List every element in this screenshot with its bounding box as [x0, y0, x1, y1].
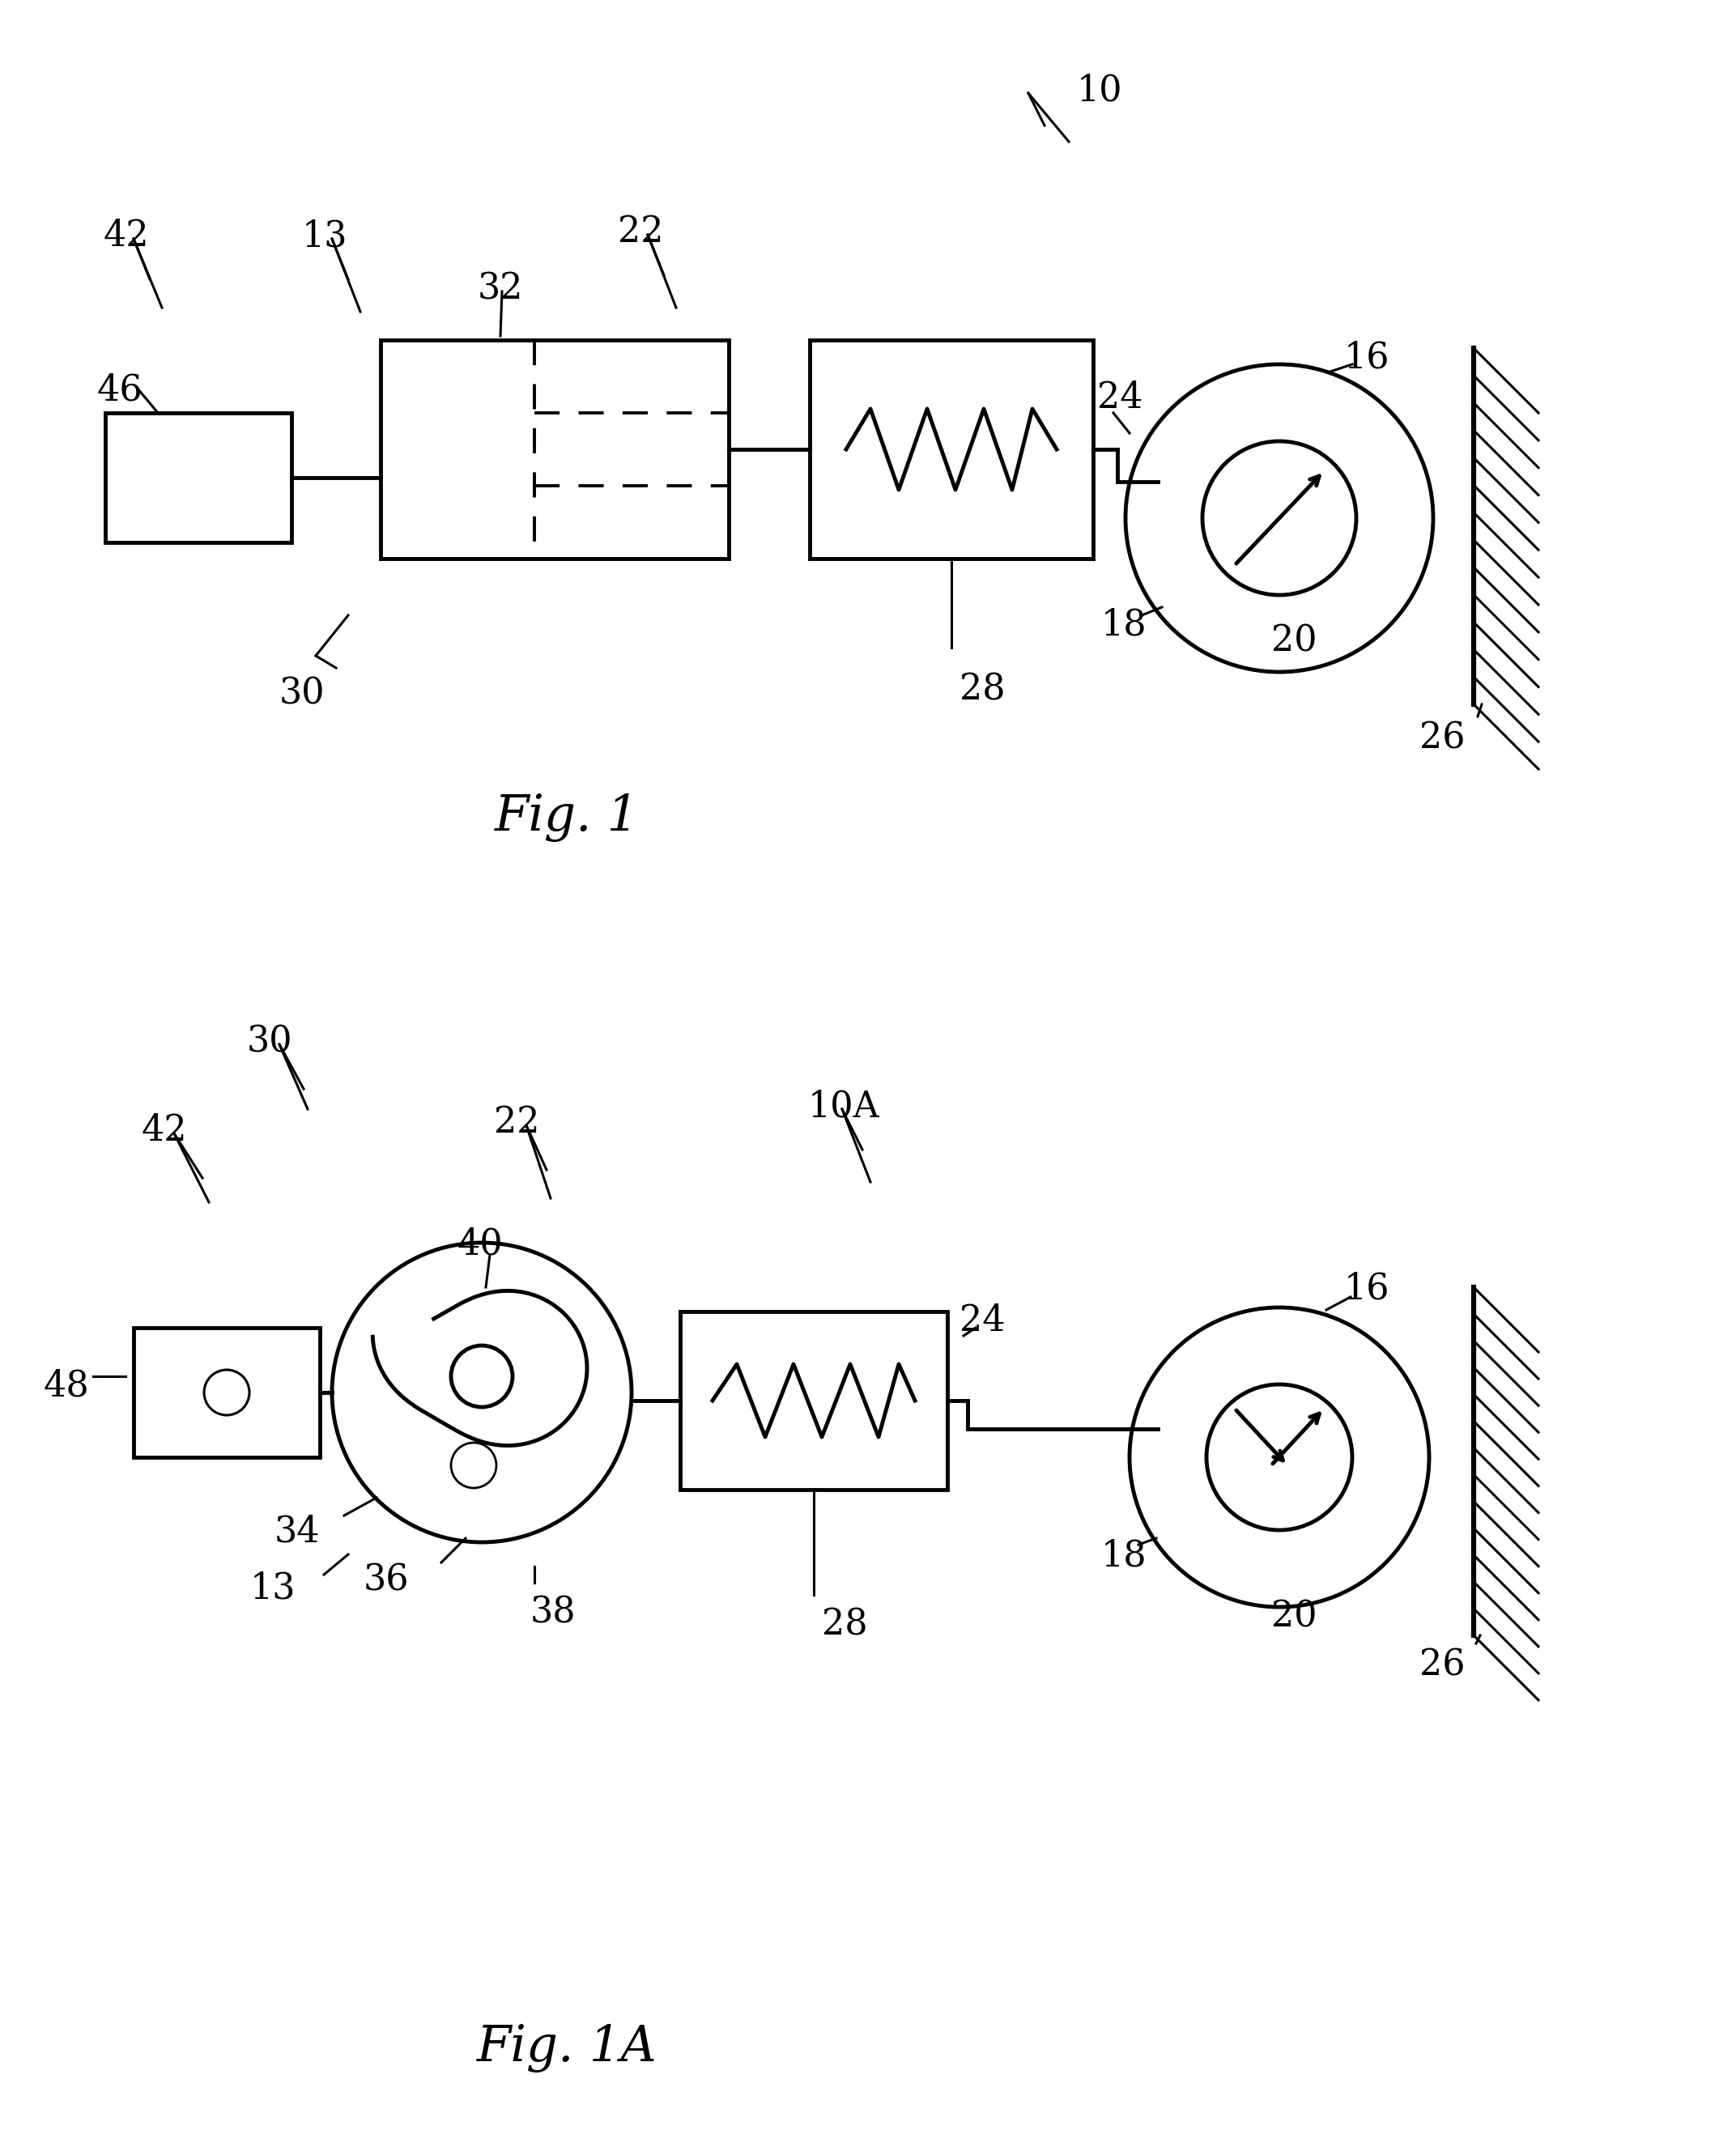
Text: 22: 22 — [618, 215, 663, 249]
Text: 18: 18 — [1101, 607, 1147, 641]
Circle shape — [1125, 364, 1434, 671]
Circle shape — [451, 1442, 496, 1489]
Text: 26: 26 — [1420, 1646, 1465, 1683]
Text: 32: 32 — [477, 271, 524, 307]
Text: 20: 20 — [1271, 624, 1318, 658]
Text: 30: 30 — [279, 675, 325, 711]
Text: 16: 16 — [1344, 341, 1391, 375]
Text: 24: 24 — [960, 1304, 1005, 1338]
Text: 22: 22 — [495, 1105, 540, 1140]
Text: 16: 16 — [1344, 1272, 1391, 1306]
Circle shape — [1203, 441, 1356, 594]
Bar — [380, 341, 729, 558]
Circle shape — [332, 1242, 632, 1542]
Bar — [134, 1327, 319, 1457]
Text: 28: 28 — [821, 1606, 868, 1642]
Text: 48: 48 — [43, 1367, 89, 1404]
Circle shape — [451, 1346, 512, 1408]
Text: 42: 42 — [142, 1114, 187, 1148]
Circle shape — [1207, 1384, 1352, 1529]
Text: Fig. 1: Fig. 1 — [495, 792, 639, 841]
Text: 46: 46 — [97, 373, 142, 407]
Bar — [681, 1312, 948, 1489]
Text: 24: 24 — [1097, 381, 1142, 415]
Text: 13: 13 — [250, 1570, 295, 1606]
Text: 30: 30 — [247, 1025, 293, 1059]
Text: Fig. 1A: Fig. 1A — [477, 2023, 656, 2072]
Text: 26: 26 — [1420, 720, 1465, 756]
Text: 10: 10 — [1076, 72, 1123, 109]
Text: 10A: 10A — [807, 1088, 880, 1125]
Text: 40: 40 — [458, 1227, 503, 1261]
Bar — [106, 413, 292, 543]
Text: 20: 20 — [1271, 1600, 1318, 1634]
Text: 13: 13 — [302, 219, 347, 253]
Text: 38: 38 — [531, 1595, 576, 1629]
Text: 28: 28 — [960, 671, 1005, 707]
Bar — [809, 341, 1094, 558]
Text: 18: 18 — [1101, 1538, 1147, 1574]
Circle shape — [1130, 1308, 1429, 1606]
Text: 34: 34 — [274, 1514, 319, 1549]
Text: 42: 42 — [104, 219, 149, 253]
Circle shape — [205, 1370, 250, 1414]
Text: 36: 36 — [363, 1563, 410, 1598]
